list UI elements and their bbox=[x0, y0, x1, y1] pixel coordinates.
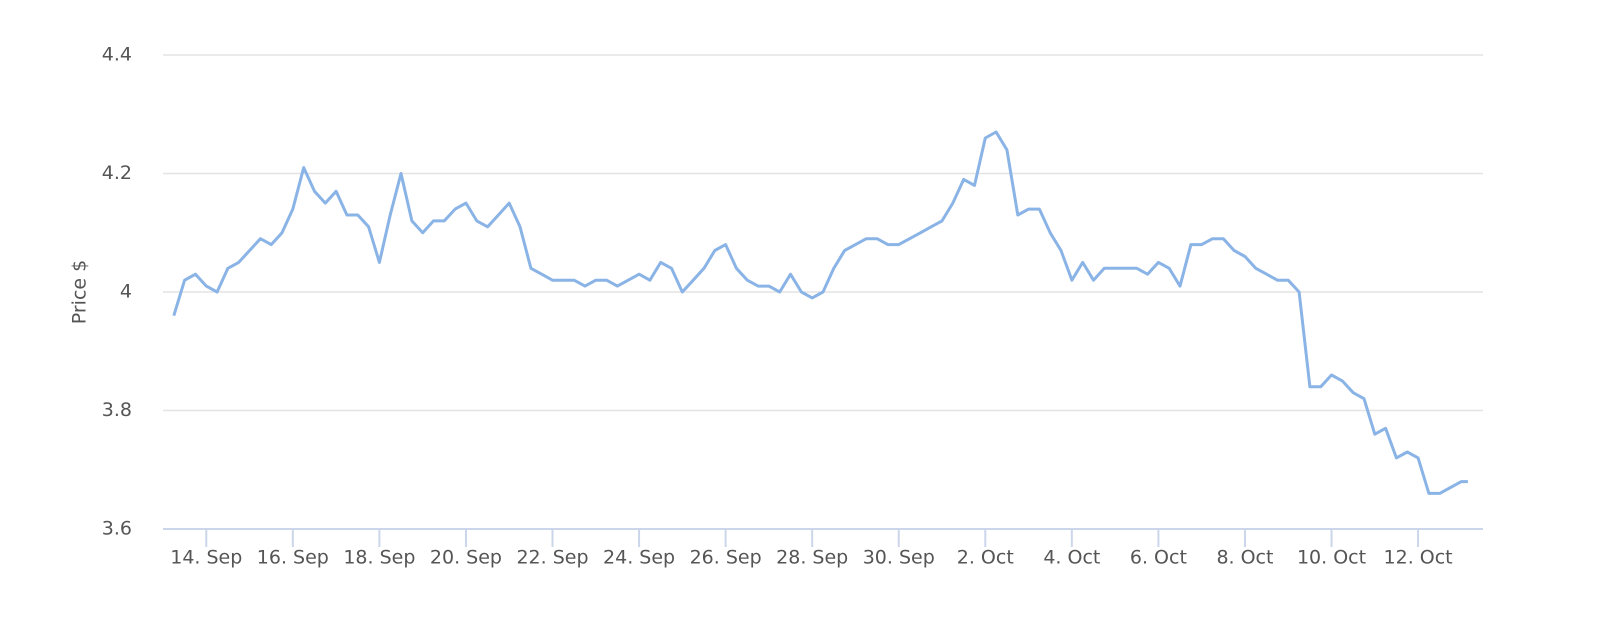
x-tick-label: 6. Oct bbox=[1130, 547, 1187, 569]
x-tick-label: 20. Sep bbox=[430, 547, 502, 569]
x-tick-label: 18. Sep bbox=[343, 547, 415, 569]
x-tick-label: 12. Oct bbox=[1384, 547, 1453, 569]
x-tick-label: 2. Oct bbox=[957, 547, 1014, 569]
y-tick-label: 3.8 bbox=[102, 399, 132, 421]
y-tick-label: 4.4 bbox=[102, 44, 132, 66]
x-tick-label: 4. Oct bbox=[1043, 547, 1100, 569]
y-axis-label: Price $ bbox=[69, 260, 91, 324]
x-tick-label: 22. Sep bbox=[516, 547, 588, 569]
y-tick-label: 3.6 bbox=[102, 518, 132, 540]
price-line bbox=[172, 130, 1468, 495]
x-tick-label: 10. Oct bbox=[1297, 547, 1366, 569]
x-tick-label: 28. Sep bbox=[776, 547, 848, 569]
x-tick-label: 14. Sep bbox=[170, 547, 242, 569]
y-tick-label: 4 bbox=[120, 281, 132, 303]
x-tick-label: 8. Oct bbox=[1216, 547, 1273, 569]
x-tick-label: 30. Sep bbox=[863, 547, 935, 569]
y-tick-label: 4.2 bbox=[102, 162, 132, 184]
x-tick-label: 26. Sep bbox=[690, 547, 762, 569]
x-tick-label: 24. Sep bbox=[603, 547, 675, 569]
x-tick-label: 16. Sep bbox=[257, 547, 329, 569]
